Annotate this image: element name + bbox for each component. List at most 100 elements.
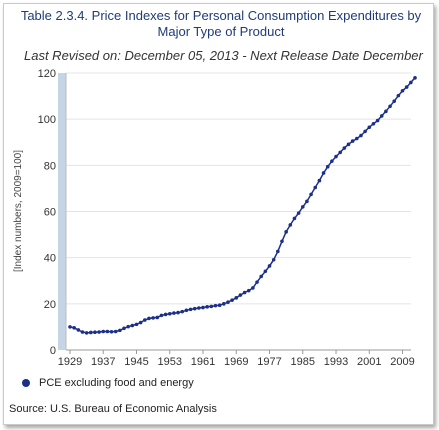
data-point[interactable] — [338, 150, 342, 155]
data-point[interactable] — [384, 109, 388, 114]
data-point[interactable] — [409, 80, 413, 85]
data-point[interactable] — [325, 164, 330, 169]
data-point[interactable] — [72, 326, 76, 330]
data-point[interactable] — [342, 146, 347, 150]
data-point[interactable] — [255, 280, 259, 284]
data-point[interactable] — [192, 306, 197, 311]
y-tick-label: 0 — [50, 345, 56, 357]
data-point[interactable] — [334, 154, 338, 159]
data-point[interactable] — [413, 76, 417, 80]
data-point[interactable] — [163, 312, 168, 317]
data-point[interactable] — [118, 328, 122, 333]
data-point[interactable] — [176, 310, 180, 315]
x-tick-label: 1937 — [91, 356, 115, 368]
data-point[interactable] — [221, 302, 226, 306]
data-point[interactable] — [321, 171, 326, 175]
x-axis-scrollbar[interactable] — [58, 73, 66, 350]
data-point[interactable] — [226, 300, 230, 305]
data-point[interactable] — [234, 296, 239, 300]
data-point[interactable] — [367, 125, 372, 130]
data-point[interactable] — [330, 159, 334, 163]
x-tick-label: 1969 — [224, 356, 248, 368]
data-point[interactable] — [271, 257, 276, 262]
data-point[interactable] — [76, 328, 81, 332]
data-point[interactable] — [88, 330, 93, 335]
data-point[interactable] — [400, 88, 405, 93]
data-point[interactable] — [101, 329, 106, 334]
data-point[interactable] — [396, 93, 401, 98]
x-tick-labels: 1929 1937 1945 1953 1961 1969 1977 1985 1993 2001… — [58, 350, 415, 368]
data-point[interactable] — [309, 192, 313, 197]
data-point[interactable] — [355, 136, 359, 141]
data-point[interactable] — [251, 286, 255, 290]
data-point[interactable] — [143, 318, 147, 322]
data-point[interactable] — [217, 303, 222, 308]
data-point[interactable] — [68, 325, 72, 329]
data-point[interactable] — [93, 330, 97, 335]
legend[interactable]: PCE excluding food and energy — [22, 375, 194, 391]
data-point[interactable] — [188, 307, 193, 312]
data-point[interactable] — [126, 324, 130, 329]
data-point[interactable] — [201, 305, 205, 310]
x-tick-label: 2001 — [357, 356, 381, 368]
data-point[interactable] — [300, 205, 305, 209]
data-point[interactable] — [292, 216, 297, 221]
data-point[interactable] — [276, 249, 280, 254]
data-point[interactable] — [184, 308, 189, 313]
y-tick-label: 40 — [44, 253, 56, 265]
chart-title: Table 2.3.4. Price Indexes for Personal … — [20, 8, 422, 39]
data-point[interactable] — [238, 293, 243, 297]
x-tick-label: 1953 — [158, 356, 182, 368]
data-point[interactable] — [122, 326, 126, 331]
source-note: Source: U.S. Bureau of Economic Analysis — [9, 403, 217, 415]
y-axis-label: [Index numbers, 2009=100] — [13, 150, 24, 272]
data-point[interactable] — [313, 185, 318, 190]
data-point[interactable] — [130, 323, 135, 328]
data-point[interactable] — [167, 311, 172, 316]
data-point[interactable] — [363, 129, 367, 134]
data-point[interactable] — [288, 223, 293, 227]
data-point[interactable] — [138, 320, 143, 325]
data-point[interactable] — [296, 211, 301, 215]
data-point[interactable] — [371, 121, 376, 126]
data-point[interactable] — [155, 315, 160, 320]
data-point[interactable] — [172, 311, 176, 315]
data-point[interactable] — [359, 133, 363, 138]
data-point[interactable] — [105, 329, 110, 334]
data-point[interactable] — [147, 316, 151, 321]
data-point[interactable] — [84, 331, 89, 335]
series-pce-excluding-food-and-energy — [68, 76, 417, 335]
data-point[interactable] — [242, 290, 247, 295]
data-point[interactable] — [317, 178, 322, 183]
data-point[interactable] — [346, 142, 351, 147]
legend-label: PCE excluding food and energy — [39, 377, 194, 389]
data-point[interactable] — [305, 199, 309, 204]
data-point[interactable] — [230, 298, 234, 302]
data-point[interactable] — [134, 322, 139, 327]
data-point[interactable] — [180, 309, 185, 314]
data-point[interactable] — [350, 139, 355, 143]
data-point[interactable] — [197, 306, 201, 310]
data-point[interactable] — [113, 329, 118, 334]
data-point[interactable] — [159, 313, 164, 318]
data-point[interactable] — [97, 330, 101, 334]
data-point[interactable] — [80, 330, 85, 334]
data-point[interactable] — [284, 230, 288, 234]
data-point[interactable] — [109, 329, 114, 334]
x-tick-label: 1961 — [191, 356, 215, 368]
data-point[interactable] — [280, 239, 284, 244]
data-point[interactable] — [404, 85, 409, 89]
data-point[interactable] — [209, 304, 214, 309]
y-tick-label: 20 — [44, 299, 56, 311]
data-point[interactable] — [392, 99, 397, 103]
data-point[interactable] — [259, 274, 264, 279]
data-point[interactable] — [246, 288, 251, 293]
data-point[interactable] — [263, 269, 268, 274]
data-point[interactable] — [375, 118, 380, 123]
data-point[interactable] — [205, 305, 209, 309]
data-point[interactable] — [388, 104, 392, 109]
data-point[interactable] — [151, 316, 155, 320]
data-point[interactable] — [213, 303, 218, 308]
data-point[interactable] — [267, 264, 272, 268]
data-point[interactable] — [379, 114, 384, 118]
